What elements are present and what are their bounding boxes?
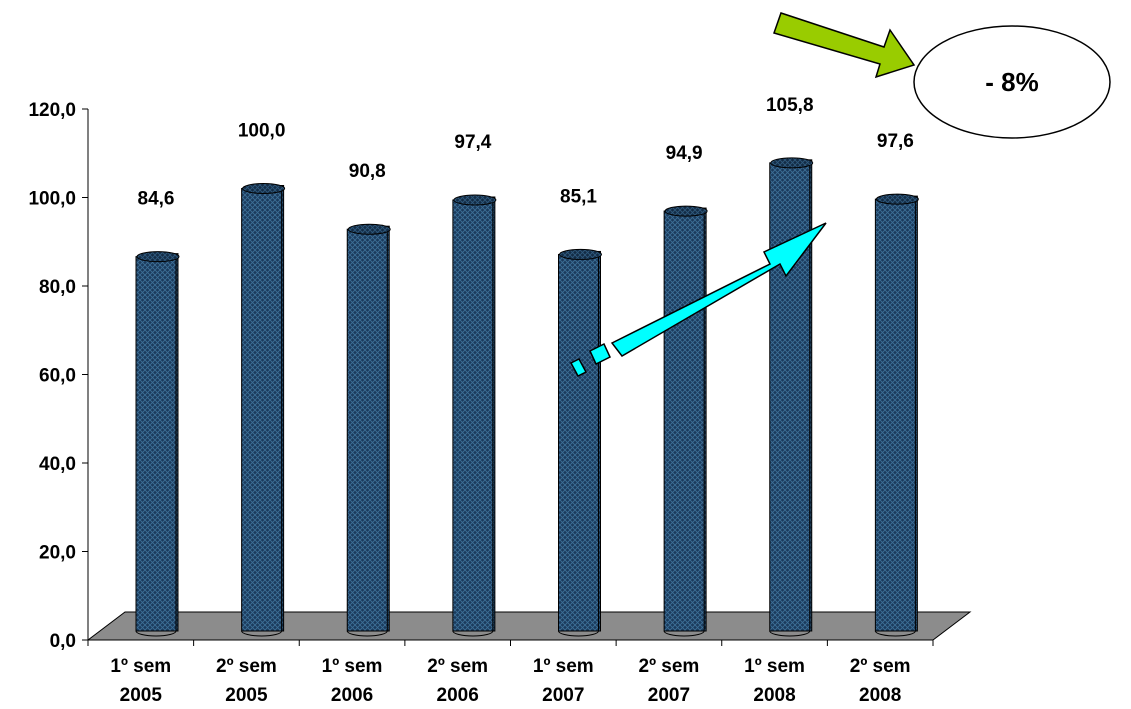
x-tick-label: 1º sem 2008 — [744, 656, 805, 706]
y-tick-label: 0,0 — [50, 631, 76, 652]
bar — [874, 193, 919, 637]
data-label: 97,6 — [877, 131, 914, 152]
x-tick-label: 2º sem 2008 — [850, 656, 911, 706]
data-label: 97,4 — [454, 132, 491, 153]
data-label: 84,6 — [138, 189, 175, 210]
bar — [452, 194, 497, 637]
x-tick-label: 1º sem 2007 — [533, 656, 594, 706]
x-tick-label: 2º sem 2006 — [427, 656, 488, 706]
data-label: 94,9 — [666, 143, 703, 164]
data-label: 100,0 — [238, 121, 286, 142]
data-label: 105,8 — [766, 95, 814, 116]
data-labels: 84,6 100,0 90,8 97,4 85,1 94,9 105,8 97,6 — [138, 95, 914, 210]
x-tick-label: 1º sem 2006 — [322, 656, 383, 706]
y-axis-ticks: 0,0 20,0 40,0 60,0 80,0 100,0 120,0 — [28, 100, 88, 652]
callout-arrow — [773, 12, 916, 79]
y-tick-label: 120,0 — [28, 100, 76, 121]
x-tick-label: 2º sem 2007 — [639, 656, 700, 706]
bar — [558, 248, 602, 637]
bar — [663, 205, 708, 637]
bar — [241, 183, 286, 637]
bar — [135, 251, 180, 637]
y-tick-label: 100,0 — [28, 189, 76, 210]
y-tick-label: 60,0 — [39, 366, 76, 387]
x-tick-label: 2º sem 2005 — [216, 656, 277, 706]
data-label: 90,8 — [349, 161, 386, 182]
chart-floor — [86, 611, 972, 641]
trend-arrow — [569, 222, 827, 377]
data-label: 85,1 — [560, 186, 597, 207]
y-tick-label: 20,0 — [39, 543, 76, 564]
bar — [346, 223, 391, 637]
y-tick-label: 40,0 — [39, 454, 76, 475]
x-axis-ticks: 1º sem 2005 2º sem 2005 1º sem 2006 2º sem 2006… — [87, 640, 934, 706]
y-tick-label: 80,0 — [39, 277, 76, 298]
change-badge — [913, 25, 1111, 139]
bar — [769, 157, 814, 637]
bar-series — [135, 157, 919, 637]
change-badge-text: - 8% — [985, 67, 1038, 97]
x-tick-label: 1º sem 2005 — [110, 656, 171, 706]
